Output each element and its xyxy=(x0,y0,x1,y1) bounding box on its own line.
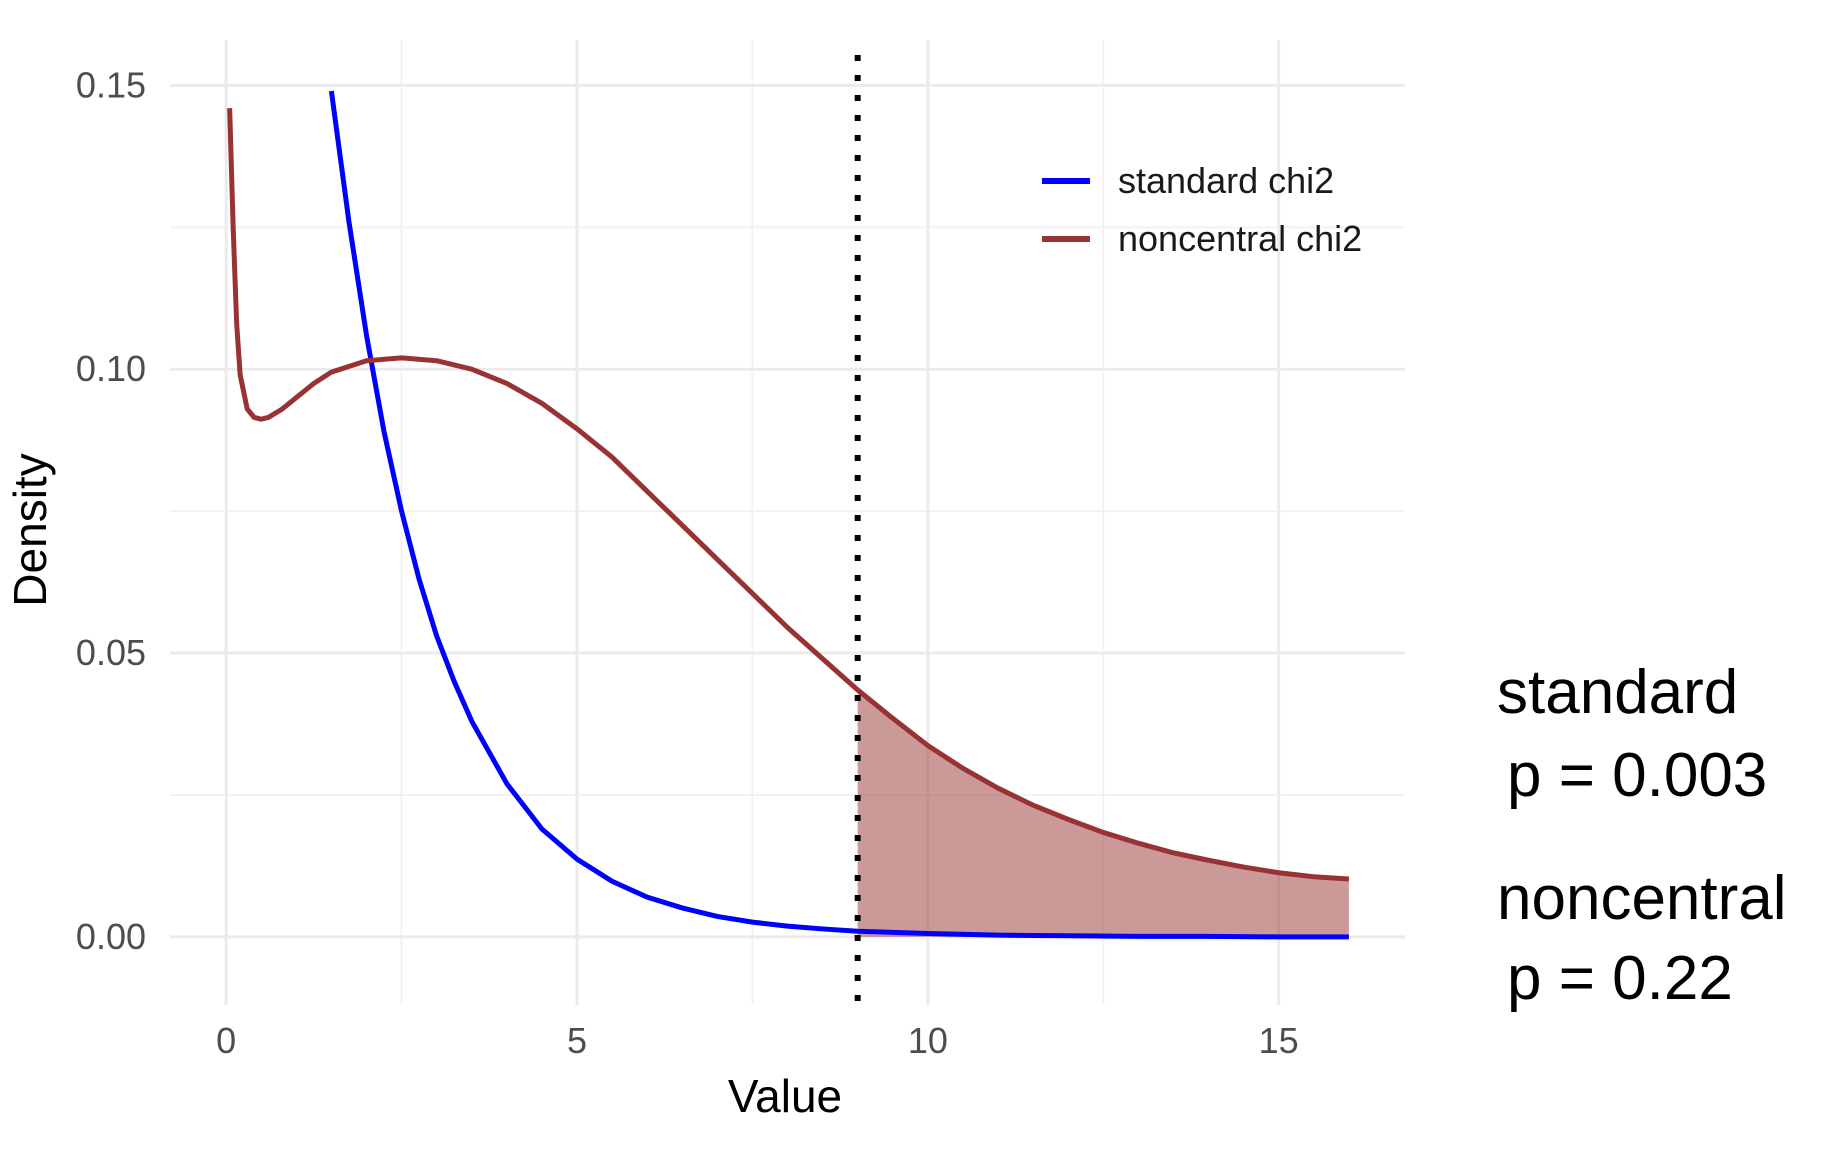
y-tick-label: 0.15 xyxy=(76,64,146,105)
y-tick-label: 0.00 xyxy=(76,916,146,957)
standard-p-value: p = 0.003 xyxy=(1507,741,1768,810)
series-line-noncentral-chi2 xyxy=(227,108,1350,882)
shaded-area xyxy=(857,689,1349,937)
shaded-region-layer xyxy=(857,689,1349,937)
grid-major-lines xyxy=(170,40,1405,1005)
x-tick-label: 15 xyxy=(1259,1020,1299,1061)
x-tick-label: 0 xyxy=(216,1020,236,1061)
y-tick-label: 0.10 xyxy=(76,348,146,389)
y-tick-labels: 0.00 0.05 0.10 0.15 xyxy=(76,64,146,956)
noncentral-p-value: p = 0.22 xyxy=(1507,944,1733,1013)
series-line-standard-chi2 xyxy=(328,90,1349,940)
standard-annotation-label: standard xyxy=(1497,658,1739,727)
grid-minor-lines xyxy=(170,40,1405,1005)
x-axis-title: Value xyxy=(728,1070,842,1122)
x-tick-label: 10 xyxy=(908,1020,948,1061)
noncentral-annotation-label: noncentral xyxy=(1497,864,1787,933)
x-tick-labels: 0 5 10 15 xyxy=(216,1020,1299,1061)
series-layer xyxy=(227,90,1350,940)
legend: standard chi2 noncentral chi2 xyxy=(1042,160,1362,259)
legend-label: standard chi2 xyxy=(1118,160,1334,201)
legend-label: noncentral chi2 xyxy=(1118,218,1362,259)
y-axis-title: Density xyxy=(4,453,56,606)
x-tick-label: 5 xyxy=(567,1020,587,1061)
y-tick-label: 0.05 xyxy=(76,632,146,673)
